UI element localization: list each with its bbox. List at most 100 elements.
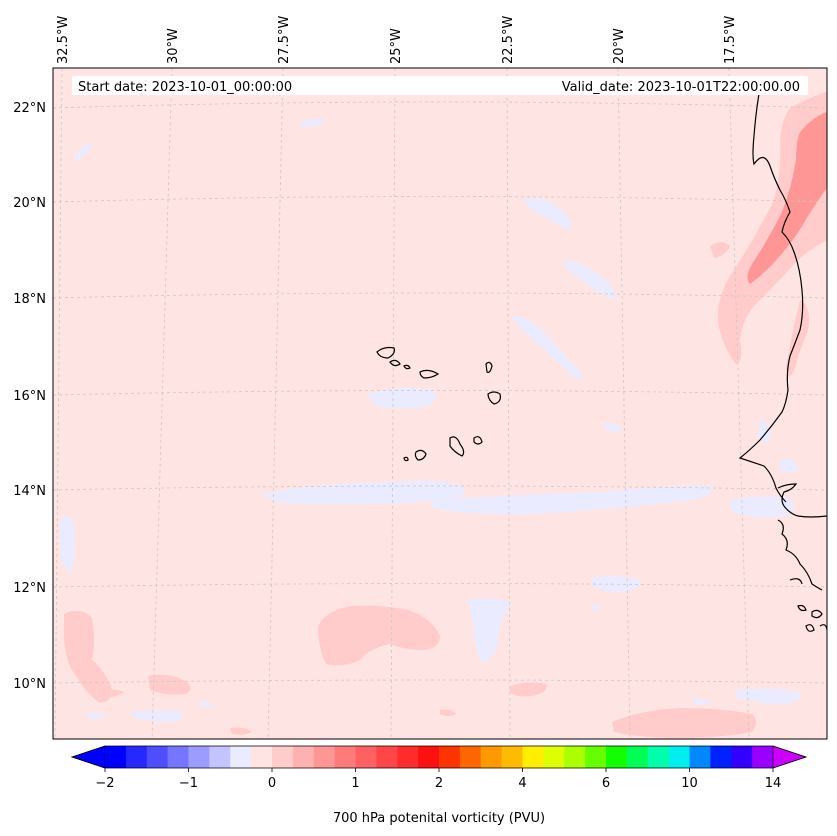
lon-label: 20°W: [612, 28, 627, 64]
island-sao-nicolau: [419, 369, 440, 379]
colorbar-tick-label: −1: [179, 776, 198, 791]
neg-patch: [300, 119, 326, 127]
mod-patch: [747, 112, 827, 284]
neg-patch: [604, 422, 622, 432]
coastline-mauritania-senegal: [738, 87, 804, 503]
lon-label: 22.5°W: [501, 16, 516, 64]
lat-label: 10°N: [13, 677, 46, 692]
colorbar-tick-label: −2: [95, 776, 114, 791]
colorbar-swatch: [292, 746, 315, 768]
neg-patch: [590, 605, 604, 611]
map-background: [53, 68, 827, 739]
pos-patch: [612, 708, 756, 738]
neg-patch: [736, 688, 802, 704]
colorbar: −2 −1 0 1 2 4 6 10 14 700 hPa potenital vorticit…: [70, 745, 808, 826]
lat-label: 12°N: [13, 581, 46, 596]
moderate-pv-patches: [747, 112, 827, 284]
colorbar-swatch: [585, 746, 607, 768]
colorbar-extend-max: [772, 745, 807, 769]
pv-field: [53, 68, 827, 739]
colorbar-tick-label: 14: [765, 776, 782, 791]
island-boa-vista: [487, 391, 501, 405]
neg-patch: [524, 198, 571, 230]
african-coastline: [738, 87, 827, 632]
pos-patch: [318, 605, 440, 666]
valid-date-label: Valid_date: 2023-10-01T22:00:00.00: [562, 80, 800, 95]
colorbar-swatch: [188, 746, 210, 768]
colorbar-swatch: [167, 746, 190, 768]
colorbar-swatch: [710, 746, 732, 768]
neg-patch: [368, 387, 437, 409]
colorbar-swatch: [355, 746, 377, 768]
pos-patch: [148, 674, 191, 695]
pos-patch: [64, 610, 112, 703]
colorbar-ticks: −2 −1 0 1 2 4 6 10 14: [95, 768, 781, 791]
colorbar-swatch: [543, 746, 565, 768]
coastline-gambia: [777, 483, 798, 507]
lon-label: 32.5°W: [56, 16, 71, 64]
island-santiago: [449, 436, 465, 457]
island-sal: [485, 361, 493, 373]
colorbar-swatch: [146, 746, 169, 768]
colorbar-swatch: [376, 746, 398, 768]
colorbar-swatch: [459, 746, 482, 768]
neg-patch: [60, 515, 75, 571]
neg-patch: [468, 598, 512, 662]
colorbar-swatch: [606, 746, 628, 768]
colorbar-swatches: [105, 746, 774, 768]
neg-patch: [132, 710, 183, 722]
colorbar-swatch: [647, 746, 670, 768]
longitude-labels: 32.5°W 30°W 27.5°W 25°W 22.5°W 20°W 17.5…: [56, 16, 738, 64]
pos-patch: [96, 689, 124, 698]
neg-patch: [432, 485, 713, 515]
neg-patch: [758, 420, 771, 443]
colorbar-tick-label: 10: [681, 776, 698, 791]
gridlines: [53, 68, 827, 739]
neg-patch: [86, 713, 106, 719]
colorbar-swatch: [752, 746, 774, 768]
lat-label: 22°N: [13, 101, 46, 116]
latitude-labels: 22°N 20°N 18°N 16°N 14°N 12°N 10°N: [13, 101, 46, 692]
map-frame: [52, 67, 828, 740]
colorbar-swatch: [125, 746, 148, 768]
colorbar-swatch: [668, 746, 691, 768]
colorbar-swatch: [480, 746, 503, 768]
lon-label: 17.5°W: [723, 16, 738, 64]
colorbar-label: 700 hPa potenital vorticity (PVU): [333, 811, 545, 826]
colorbar-tick-label: 4: [518, 776, 526, 791]
pos-patch: [710, 242, 730, 258]
pos-patch: [440, 709, 456, 716]
neg-patch: [592, 576, 641, 592]
lat-label: 20°N: [13, 196, 46, 211]
lon-label: 25°W: [389, 28, 404, 64]
colorbar-swatch: [230, 746, 252, 768]
island-fogo: [414, 449, 427, 461]
colorbar-swatch: [626, 746, 649, 768]
colorbar-swatch: [105, 746, 127, 768]
colorbar-tick-label: 2: [435, 776, 443, 791]
pos-patch: [230, 727, 252, 735]
island-maio: [473, 436, 483, 445]
colorbar-swatch: [501, 746, 524, 768]
colorbar-swatch: [397, 746, 419, 768]
neg-patch: [780, 459, 798, 473]
lat-label: 14°N: [13, 484, 46, 499]
neg-patch: [730, 496, 795, 518]
colorbar-swatch: [731, 746, 753, 768]
colorbar-swatch: [564, 746, 586, 768]
lon-label: 30°W: [166, 28, 181, 64]
colorbar-swatch: [313, 746, 336, 768]
coastline-guinea-bissau: [777, 505, 827, 632]
neg-patch: [74, 144, 92, 160]
colorbar-swatch: [689, 746, 711, 768]
date-annotation-box: [72, 76, 808, 95]
cape-verde-islands: [376, 346, 501, 462]
neg-patch: [692, 699, 712, 705]
colorbar-swatch: [272, 746, 294, 768]
lat-label: 16°N: [13, 389, 46, 404]
colorbar-extend-min: [71, 745, 106, 769]
lon-label: 27.5°W: [277, 16, 292, 64]
lat-label: 18°N: [13, 292, 46, 307]
colorbar-tick-label: 0: [268, 776, 276, 791]
island-santa-luzia: [403, 364, 411, 370]
